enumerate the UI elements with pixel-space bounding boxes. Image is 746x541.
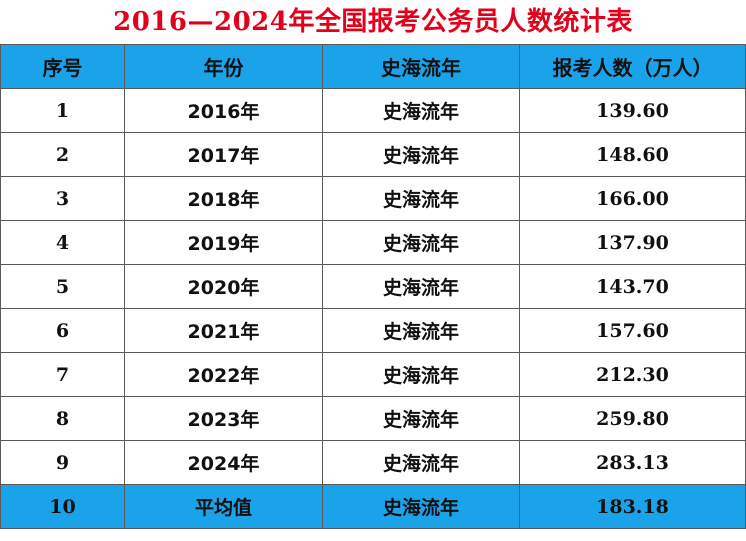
cell-year: 2023年 — [124, 396, 323, 441]
cell-applicants: 157.60 — [519, 308, 746, 353]
cell-watermark: 史海流年 — [322, 352, 520, 397]
cell-year: 2019年 — [124, 220, 323, 265]
cell-watermark: 史海流年 — [322, 176, 520, 221]
column-header-watermark: 史海流年 — [322, 44, 520, 89]
table-row: 5 2020年 史海流年 143.70 — [0, 264, 746, 309]
column-header-year: 年份 — [124, 44, 323, 89]
table-title: 2016—2024年全国报考公务员人数统计表 — [113, 7, 633, 37]
cell-applicants: 283.13 — [519, 440, 746, 485]
data-table: 序号 年份 史海流年 报考人数（万人） 1 2016年 史海流年 139.60 … — [0, 44, 746, 529]
cell-index: 5 — [0, 264, 125, 309]
cell-watermark: 史海流年 — [322, 88, 520, 133]
table-row: 9 2024年 史海流年 283.13 — [0, 440, 746, 485]
table-row: 7 2022年 史海流年 212.30 — [0, 352, 746, 397]
table-row: 3 2018年 史海流年 166.00 — [0, 176, 746, 221]
cell-year: 2024年 — [124, 440, 323, 485]
cell-watermark: 史海流年 — [322, 484, 520, 529]
cell-index: 10 — [0, 484, 125, 529]
cell-applicants: 139.60 — [519, 88, 746, 133]
table-row: 6 2021年 史海流年 157.60 — [0, 308, 746, 353]
table-row: 8 2023年 史海流年 259.80 — [0, 396, 746, 441]
table-row: 4 2019年 史海流年 137.90 — [0, 220, 746, 265]
cell-watermark: 史海流年 — [322, 396, 520, 441]
header-row: 序号 年份 史海流年 报考人数（万人） — [0, 44, 746, 89]
cell-applicants: 143.70 — [519, 264, 746, 309]
cell-watermark: 史海流年 — [322, 264, 520, 309]
column-header-applicants: 报考人数（万人） — [519, 44, 746, 89]
cell-year: 2022年 — [124, 352, 323, 397]
cell-average-value: 183.18 — [519, 484, 746, 529]
cell-applicants: 148.60 — [519, 132, 746, 177]
cell-watermark: 史海流年 — [322, 132, 520, 177]
cell-applicants: 259.80 — [519, 396, 746, 441]
cell-applicants: 212.30 — [519, 352, 746, 397]
average-row: 10 平均值 史海流年 183.18 — [0, 484, 746, 529]
cell-index: 2 — [0, 132, 125, 177]
cell-index: 3 — [0, 176, 125, 221]
cell-watermark: 史海流年 — [322, 440, 520, 485]
cell-applicants: 166.00 — [519, 176, 746, 221]
cell-index: 6 — [0, 308, 125, 353]
cell-watermark: 史海流年 — [322, 220, 520, 265]
cell-year: 2016年 — [124, 88, 323, 133]
cell-index: 8 — [0, 396, 125, 441]
cell-index: 9 — [0, 440, 125, 485]
cell-applicants: 137.90 — [519, 220, 746, 265]
cell-year: 2021年 — [124, 308, 323, 353]
cell-index: 4 — [0, 220, 125, 265]
cell-index: 7 — [0, 352, 125, 397]
table-row: 1 2016年 史海流年 139.60 — [0, 88, 746, 133]
cell-year: 2018年 — [124, 176, 323, 221]
cell-index: 1 — [0, 88, 125, 133]
cell-year: 2017年 — [124, 132, 323, 177]
cell-average-label: 平均值 — [124, 484, 323, 529]
cell-year: 2020年 — [124, 264, 323, 309]
column-header-index: 序号 — [0, 44, 125, 89]
cell-watermark: 史海流年 — [322, 308, 520, 353]
table-row: 2 2017年 史海流年 148.60 — [0, 132, 746, 177]
